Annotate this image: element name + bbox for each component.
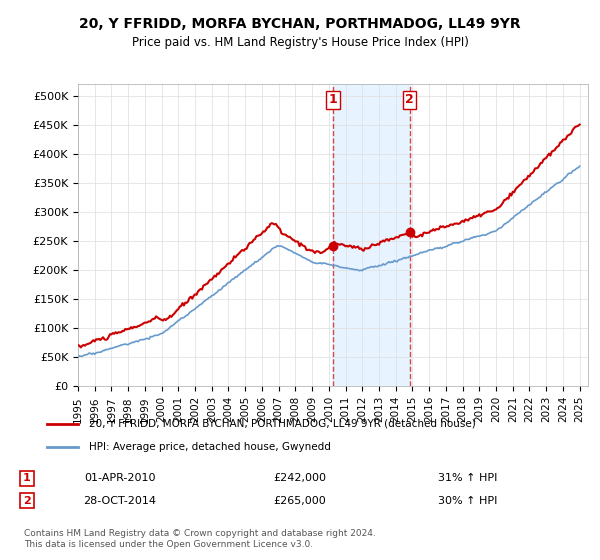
Text: 2: 2 <box>405 93 414 106</box>
Bar <box>333 84 410 386</box>
Text: HPI: Average price, detached house, Gwynedd: HPI: Average price, detached house, Gwyn… <box>89 442 331 452</box>
Text: 20, Y FFRIDD, MORFA BYCHAN, PORTHMADOG, LL49 9YR: 20, Y FFRIDD, MORFA BYCHAN, PORTHMADOG, … <box>79 17 521 31</box>
Text: £265,000: £265,000 <box>274 496 326 506</box>
Text: Price paid vs. HM Land Registry's House Price Index (HPI): Price paid vs. HM Land Registry's House … <box>131 36 469 49</box>
Text: 31% ↑ HPI: 31% ↑ HPI <box>439 473 497 483</box>
Text: £242,000: £242,000 <box>274 473 326 483</box>
Text: Contains HM Land Registry data © Crown copyright and database right 2024.
This d: Contains HM Land Registry data © Crown c… <box>24 529 376 549</box>
Text: 01-APR-2010: 01-APR-2010 <box>84 473 156 483</box>
Text: 28-OCT-2014: 28-OCT-2014 <box>83 496 157 506</box>
Text: 1: 1 <box>329 93 337 106</box>
Text: 1: 1 <box>23 473 31 483</box>
Text: 20, Y FFRIDD, MORFA BYCHAN, PORTHMADOG, LL49 9YR (detached house): 20, Y FFRIDD, MORFA BYCHAN, PORTHMADOG, … <box>89 419 476 429</box>
Text: 2: 2 <box>23 496 31 506</box>
Text: 30% ↑ HPI: 30% ↑ HPI <box>439 496 497 506</box>
